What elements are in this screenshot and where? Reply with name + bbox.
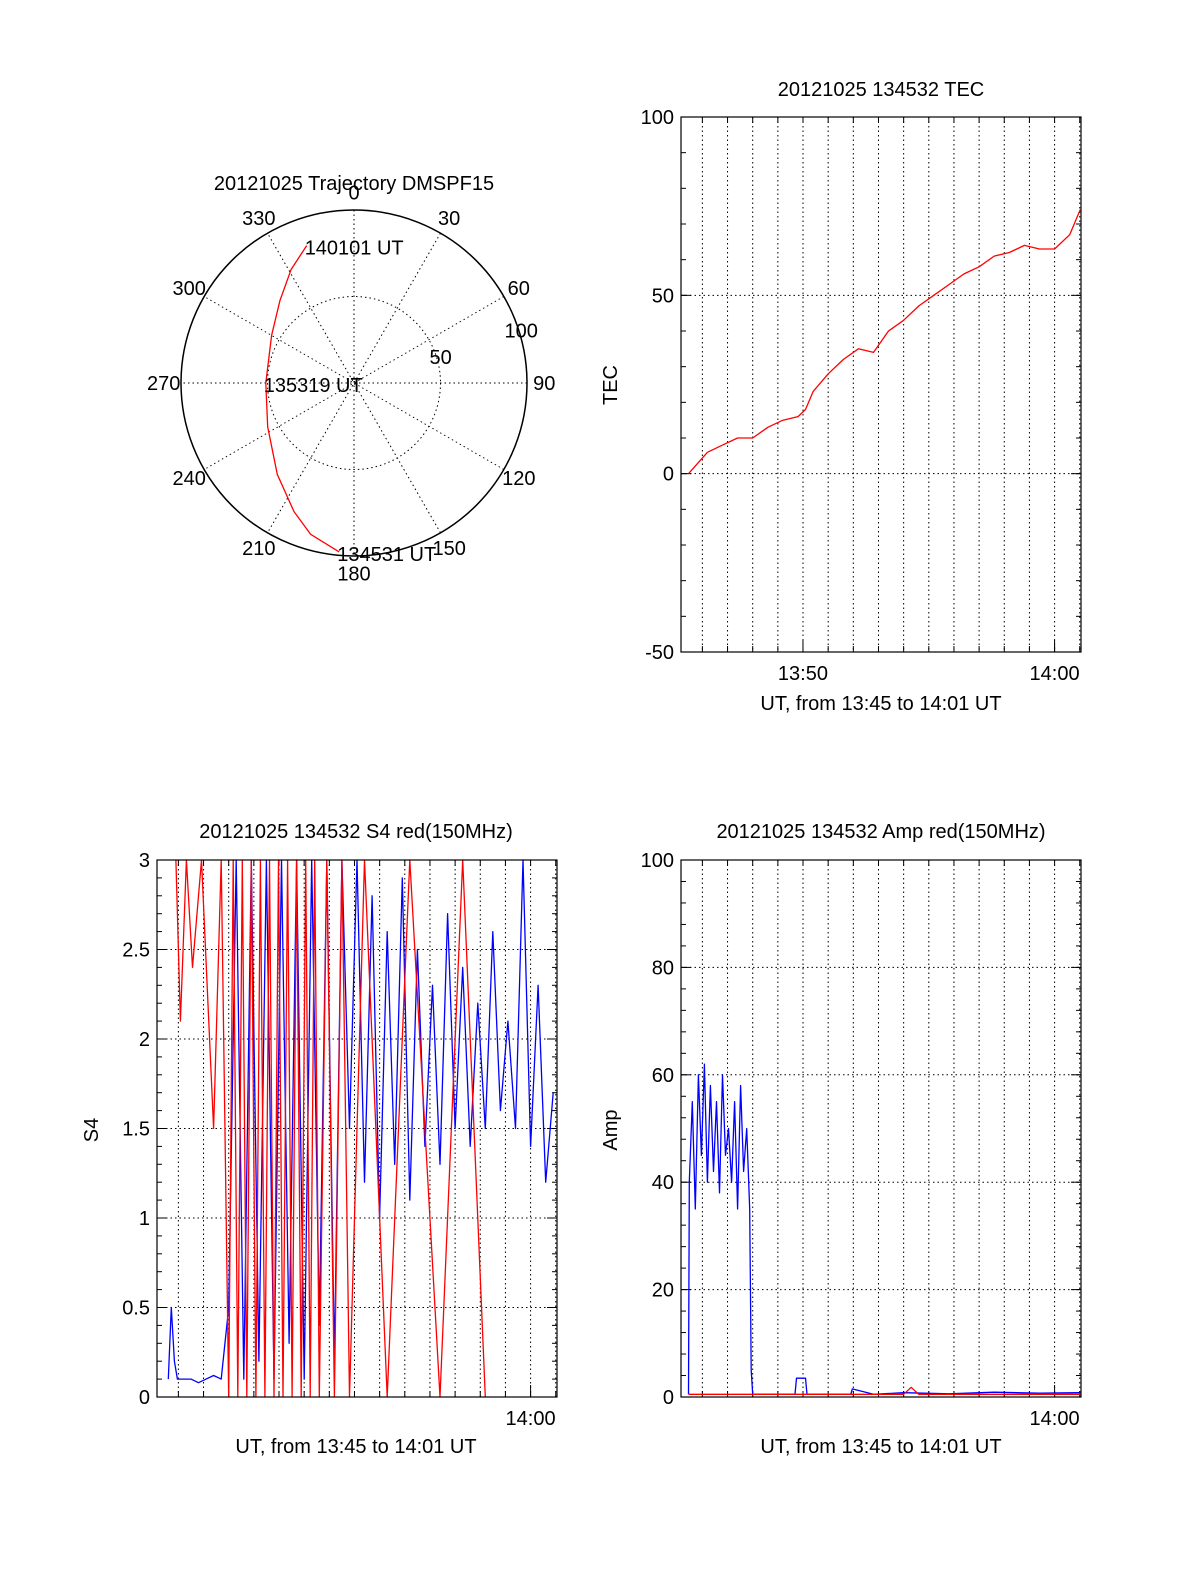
series-line-red [688,1386,1081,1395]
amp-grid [681,859,1081,1398]
amp-title: 20121025 134532 Amp red(150MHz) [716,821,1045,843]
s4-plot-frame [156,859,558,1398]
azimuth-label-210: 210 [242,538,275,560]
azimuth-label-300: 300 [173,278,206,300]
polar-spoke [267,232,441,534]
amp-x-axis-label: UT, from 13:45 to 14:01 UT [760,1436,1001,1458]
x-tick-label: 14:00 [1030,663,1080,685]
s4-title: 20121025 134532 S4 red(150MHz) [199,821,513,843]
polar-title: 20121025 Trajectory DMSPF15 [214,173,494,195]
amp-panel: 20121025 134532 Amp red(150MHz) 0 20 40 60 8… [600,821,1082,1458]
azimuth-label-270: 270 [147,373,180,395]
azimuth-labels: 0 30 60 90 120 150 180 210 240 270 300 330 [147,183,555,586]
polar-spoke [267,232,441,534]
tec-grid [681,116,1081,653]
radial-label-50: 50 [429,347,451,369]
s4-y-axis-label: S4 [81,1118,103,1142]
s4-series [167,859,554,1398]
y-tick-label: 0 [139,1387,150,1409]
azimuth-label-180: 180 [337,563,370,585]
series-line-red [688,209,1081,475]
azimuth-label-0: 0 [348,183,359,205]
tec-tick-labels: -50 0 50 100 13:50 14:00 [641,107,1080,685]
y-tick-label: 60 [652,1065,674,1087]
y-tick-label: 0 [663,464,674,486]
amp-plot-frame [680,859,1082,1398]
y-tick-label: 2.5 [122,940,150,962]
polar-trajectory-panel: 20121025 Trajectory DMSPF15 0 30 60 90 120 15… [147,173,555,585]
series-line-red [175,859,486,1398]
tec-y-axis-label: TEC [600,365,622,405]
tec-series [688,209,1081,475]
polar-grid [181,210,527,556]
tec-x-axis-label: UT, from 13:45 to 14:01 UT [760,693,1001,715]
series-line-blue [687,1063,1081,1395]
azimuth-label-30: 30 [438,208,460,230]
x-tick-label: 14:00 [506,1408,556,1430]
series-line-blue [167,859,554,1384]
x-tick-label: 14:00 [1030,1408,1080,1430]
amp-tick-labels: 0 20 40 60 80 100 14:00 [641,850,1080,1430]
y-tick-label: 1 [139,1208,150,1230]
s4-x-axis-label: UT, from 13:45 to 14:01 UT [235,1436,476,1458]
trajectory-annotation: 135319 UT [264,375,363,397]
y-tick-label: 50 [652,285,674,307]
y-tick-label: 80 [652,957,674,979]
azimuth-label-240: 240 [173,468,206,490]
s4-tick-labels: 0 0.5 1 1.5 2 2.5 3 14:00 [122,850,555,1430]
azimuth-label-330: 330 [242,208,275,230]
azimuth-label-150: 150 [432,538,465,560]
trajectory-annotation: 140101 UT [305,238,404,260]
y-tick-label: 0 [663,1387,674,1409]
s4-panel: 20121025 134532 S4 red(150MHz) 0 0.5 1 1.5 2… [81,821,558,1458]
y-tick-label: 20 [652,1280,674,1302]
y-tick-label: 0.5 [122,1298,150,1320]
amp-y-axis-label: Amp [600,1109,622,1150]
amp-series [687,1063,1081,1395]
azimuth-label-60: 60 [508,278,530,300]
radial-labels: 50 100 [429,321,537,369]
x-tick-label: 13:50 [778,663,828,685]
polar-spoke [203,296,505,470]
azimuth-label-120: 120 [502,468,535,490]
azimuth-label-90: 90 [533,373,555,395]
y-tick-label: 40 [652,1172,674,1194]
y-tick-label: 1.5 [122,1119,150,1141]
polar-outer-circle [180,209,528,557]
radial-label-100: 100 [505,321,538,343]
y-tick-label: 100 [641,850,674,872]
tec-plot-frame [680,116,1082,653]
tec-title: 20121025 134532 TEC [778,79,984,101]
y-tick-label: 3 [139,850,150,872]
y-tick-label: 2 [139,1029,150,1051]
y-tick-label: 100 [641,107,674,129]
y-tick-label: -50 [645,642,674,664]
trajectory-annotation: 134531 UT [337,544,436,566]
trajectory-annotations: 140101 UT 135319 UT 134531 UT [264,238,436,566]
polar-spoke [203,296,505,470]
trajectory-line [265,245,340,553]
